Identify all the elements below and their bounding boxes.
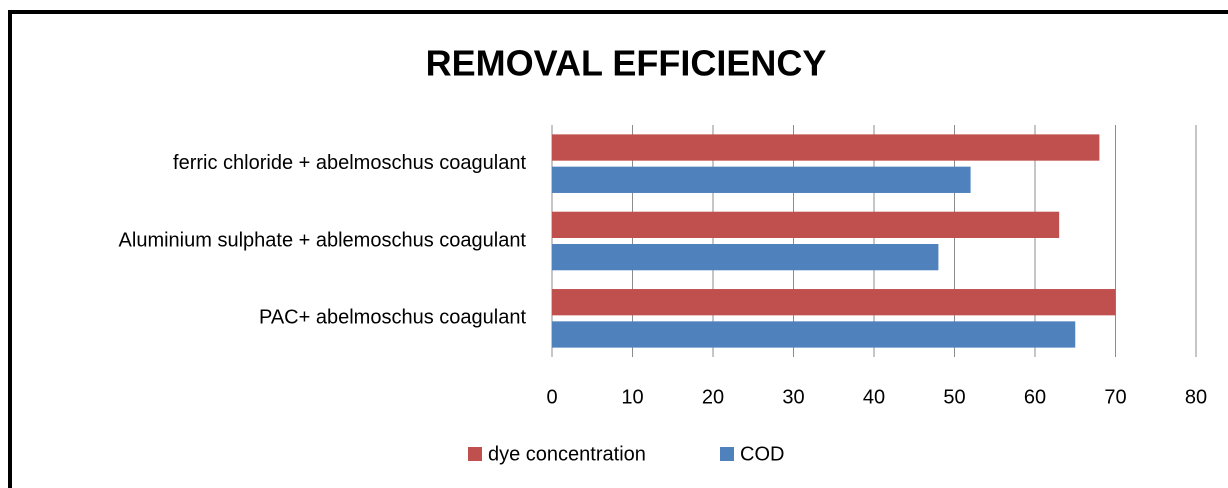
bar (552, 244, 939, 271)
x-tick-label: 50 (943, 386, 965, 408)
x-tick-label: 40 (863, 386, 885, 408)
bar (552, 211, 1060, 238)
x-tick-label: 30 (782, 386, 804, 408)
y-tick-label: ferric chloride + abelmoschus coagulant (173, 152, 526, 174)
x-tick-label: 70 (1104, 386, 1126, 408)
bar (552, 134, 1100, 161)
x-tick-label: 60 (1024, 386, 1046, 408)
y-tick-label: Aluminium sulphate + ablemoschus coagula… (119, 229, 527, 251)
x-tick-label: 0 (546, 386, 557, 408)
legend-swatch (468, 447, 482, 461)
y-tick-label: PAC+ abelmoschus coagulant (259, 307, 526, 329)
legend-label: dye concentration (488, 443, 646, 465)
bar (552, 166, 971, 193)
legend-swatch (720, 447, 734, 461)
x-tick-label: 10 (621, 386, 643, 408)
chart-title: REMOVAL EFFICIENCY (426, 43, 827, 84)
bar (552, 289, 1116, 316)
legend-label: COD (740, 443, 784, 465)
x-tick-label: 80 (1185, 386, 1207, 408)
bar (552, 321, 1076, 348)
x-tick-label: 20 (702, 386, 724, 408)
